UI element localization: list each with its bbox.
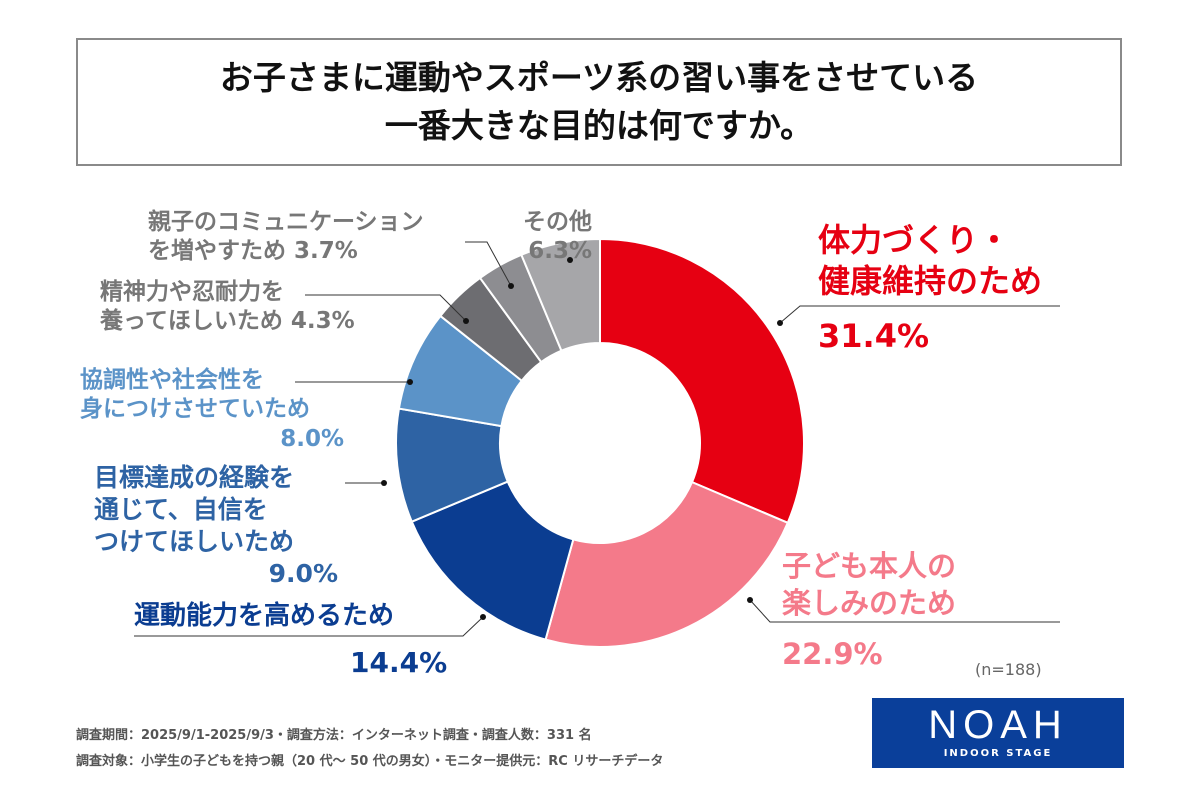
label-health: 体力づくり・ 健康維持のため 31.4% [818, 221, 1043, 355]
leader-dot [567, 257, 573, 263]
label-social: 協調性や社会性を 身につけさせていため 8.0% [80, 366, 344, 454]
label-communication: 親子のコミュニケーション を増やすため 3.7% [148, 209, 424, 265]
footer-line-1: 調査期間：2025/9/1-2025/9/3・調査方法：インターネット調査・調査… [76, 728, 592, 743]
logo-sub: INDOOR STAGE [943, 748, 1053, 759]
leader-line [465, 241, 512, 287]
leader-dot [381, 480, 387, 486]
leader-line [134, 616, 484, 637]
value-communication: 3.7% [294, 238, 358, 265]
donut-slice [410, 480, 575, 641]
footer-line-2: 調査対象：小学生の子どもを持つ親（20 代～ 50 代の男女）・モニター提供元：… [76, 754, 664, 769]
sample-size: (n=188) [975, 660, 1042, 679]
leader-line [305, 294, 467, 322]
leader-dot [508, 283, 514, 289]
leader-line [779, 305, 1060, 324]
value-other: 6.3% [528, 238, 592, 265]
chart-title: お子さまに運動やスポーツ系の習い事をさせている 一番大きな目的は何ですか。 [76, 38, 1122, 166]
leader-line [749, 599, 1060, 623]
donut-slice [544, 480, 790, 648]
donut-slice [520, 237, 601, 353]
logo-name: NOAH [928, 703, 1068, 747]
value-ability: 14.4% [350, 646, 448, 680]
label-confidence: 目標達成の経験を 通じて、自信を つけてほしいため 9.0% [94, 463, 338, 588]
value-social: 8.0% [280, 425, 344, 452]
label-other: その他 6.3% [512, 208, 592, 267]
label-enjoy: 子ども本人の 楽しみのため 22.9% [782, 548, 956, 673]
value-confidence: 9.0% [268, 559, 338, 588]
label-mental: 精神力や忍耐力を 養ってほしいため 4.3% [100, 279, 355, 335]
title-line-1: お子さまに運動やスポーツ系の習い事をさせている [219, 58, 979, 97]
title-line-2: 一番大きな目的は何ですか。 [384, 106, 814, 145]
leader-dot [407, 379, 413, 385]
donut-slice [599, 237, 805, 525]
label-ability: 運動能力を高めるため 14.4% [134, 601, 448, 680]
leader-dot [463, 318, 469, 324]
value-mental: 4.3% [290, 308, 355, 335]
noah-logo: NOAH INDOOR STAGE [872, 698, 1124, 768]
value-enjoy: 22.9% [782, 637, 883, 672]
leader-dot [747, 597, 753, 603]
leader-dot [480, 614, 486, 620]
leader-dot [777, 320, 783, 326]
value-health: 31.4% [818, 316, 930, 355]
